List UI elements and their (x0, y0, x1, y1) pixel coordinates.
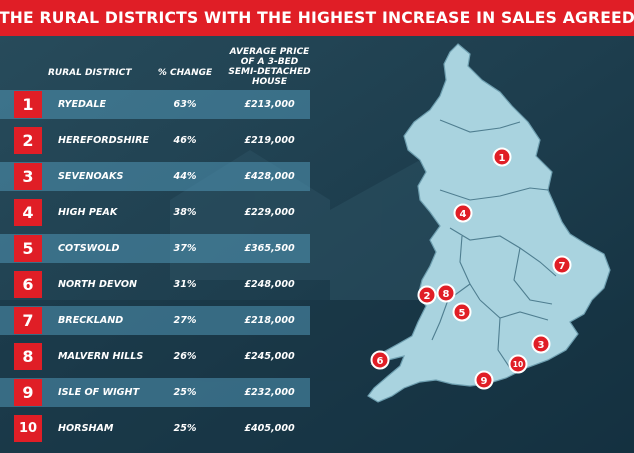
map-marker-5: 5 (452, 302, 472, 322)
map-marker-7: 7 (552, 255, 572, 275)
map-marker-label: 3 (538, 340, 545, 351)
region-border (431, 283, 471, 341)
average-price: £428,000 (244, 171, 295, 182)
rank-badge: 7 (14, 307, 42, 334)
district-name: BRECKLAND (58, 315, 124, 326)
rank-badge: 6 (14, 271, 42, 298)
header-average-price-line: OF A 3-BED (240, 57, 299, 67)
percent-change: 63% (173, 99, 197, 110)
region-border (497, 317, 511, 369)
map-marker-label: 4 (460, 209, 467, 220)
average-price: £219,000 (244, 135, 295, 146)
average-price: £229,000 (244, 207, 295, 218)
percent-change: 25% (173, 387, 197, 398)
average-price: £245,000 (244, 351, 295, 362)
map-marker-10: 10 (508, 354, 528, 374)
england-map: 1 2 3 4 5 6 7 8 (367, 43, 611, 403)
table-row: 6 NORTH DEVON 31% £248,000 (0, 270, 310, 299)
region-border (449, 227, 557, 277)
header-average-price-line: HOUSE (251, 77, 288, 87)
region-border (439, 187, 549, 201)
average-price: £248,000 (244, 279, 295, 290)
region-border (459, 235, 481, 301)
percent-change: 26% (173, 351, 197, 362)
map-marker-4: 4 (453, 203, 473, 223)
rank-badge: 10 (14, 415, 42, 442)
percent-change: 27% (173, 315, 197, 326)
map-marker-8: 8 (436, 283, 456, 303)
percent-change: 25% (173, 423, 197, 434)
region-borders (431, 119, 557, 369)
rank-badge: 5 (14, 235, 42, 262)
table-row: 10 HORSHAM 25% £405,000 (0, 414, 310, 443)
map-markers: 1 2 3 4 5 6 7 8 (370, 147, 572, 390)
average-price: £213,000 (244, 99, 295, 110)
map-marker-3: 3 (531, 334, 551, 354)
map-marker-9: 9 (474, 370, 494, 390)
rank-badge: 1 (14, 91, 42, 118)
percent-change: 38% (173, 207, 197, 218)
map-marker-6: 6 (370, 350, 390, 370)
district-name: COTSWOLD (58, 243, 120, 254)
average-price: £232,000 (244, 387, 295, 398)
map-marker-label: 6 (377, 356, 384, 367)
table-row: 8 MALVERN HILLS 26% £245,000 (0, 342, 310, 371)
percent-change: 44% (173, 171, 197, 182)
district-name: SEVENOAKS (58, 171, 124, 182)
table-row: 1 RYEDALE 63% £213,000 (0, 90, 310, 119)
map-marker-label: 10 (513, 360, 523, 369)
header-average-price-line: SEMI-DETACHED (228, 67, 311, 77)
district-name: HORSHAM (58, 423, 114, 434)
average-price: £365,500 (244, 243, 295, 254)
table-row: 7 BRECKLAND 27% £218,000 (0, 306, 310, 335)
district-name: RYEDALE (58, 99, 107, 110)
rank-badge: 4 (14, 199, 42, 226)
map-marker-label: 8 (443, 289, 450, 300)
average-price: £218,000 (244, 315, 295, 326)
table-row: 2 HEREFORDSHIRE 46% £219,000 (0, 126, 310, 155)
header-percent-change: % CHANGE (157, 68, 213, 78)
header-average-price: AVERAGE PRICE OF A 3-BED SEMI-DETACHED H… (222, 47, 317, 87)
header-average-price-line: AVERAGE PRICE (229, 47, 310, 57)
rank-badge: 9 (14, 379, 42, 406)
region-border (479, 299, 549, 321)
map-marker-label: 2 (424, 291, 431, 302)
header-rural-district: RURAL DISTRICT (48, 68, 132, 78)
table-row: 5 COTSWOLD 37% £365,500 (0, 234, 310, 263)
district-name: NORTH DEVON (58, 279, 138, 290)
percent-change: 31% (173, 279, 197, 290)
district-name: HEREFORDSHIRE (58, 135, 150, 146)
district-name: HIGH PEAK (58, 207, 118, 218)
table-row: 3 SEVENOAKS 44% £428,000 (0, 162, 310, 191)
page-title: THE RURAL DISTRICTS WITH THE HIGHEST INC… (0, 9, 634, 27)
rank-badge: 8 (14, 343, 42, 370)
average-price: £405,000 (244, 423, 295, 434)
region-border (513, 247, 553, 305)
map-marker-label: 9 (481, 376, 488, 387)
table-row: 4 HIGH PEAK 38% £229,000 (0, 198, 310, 227)
region-border (439, 119, 521, 133)
map-marker-label: 1 (499, 153, 506, 164)
map-marker-1: 1 (492, 147, 512, 167)
map-marker-label: 5 (459, 308, 466, 319)
rank-badge: 2 (14, 127, 42, 154)
rank-badge: 3 (14, 163, 42, 190)
percent-change: 46% (173, 135, 197, 146)
percent-change: 37% (173, 243, 197, 254)
district-name: MALVERN HILLS (58, 351, 144, 362)
map-marker-2: 2 (417, 285, 437, 305)
table-row: 9 ISLE OF WIGHT 25% £232,000 (0, 378, 310, 407)
district-name: ISLE OF WIGHT (58, 387, 140, 398)
title-bar: THE RURAL DISTRICTS WITH THE HIGHEST INC… (0, 0, 634, 36)
map-marker-label: 7 (559, 261, 566, 272)
england-outline (367, 43, 611, 403)
